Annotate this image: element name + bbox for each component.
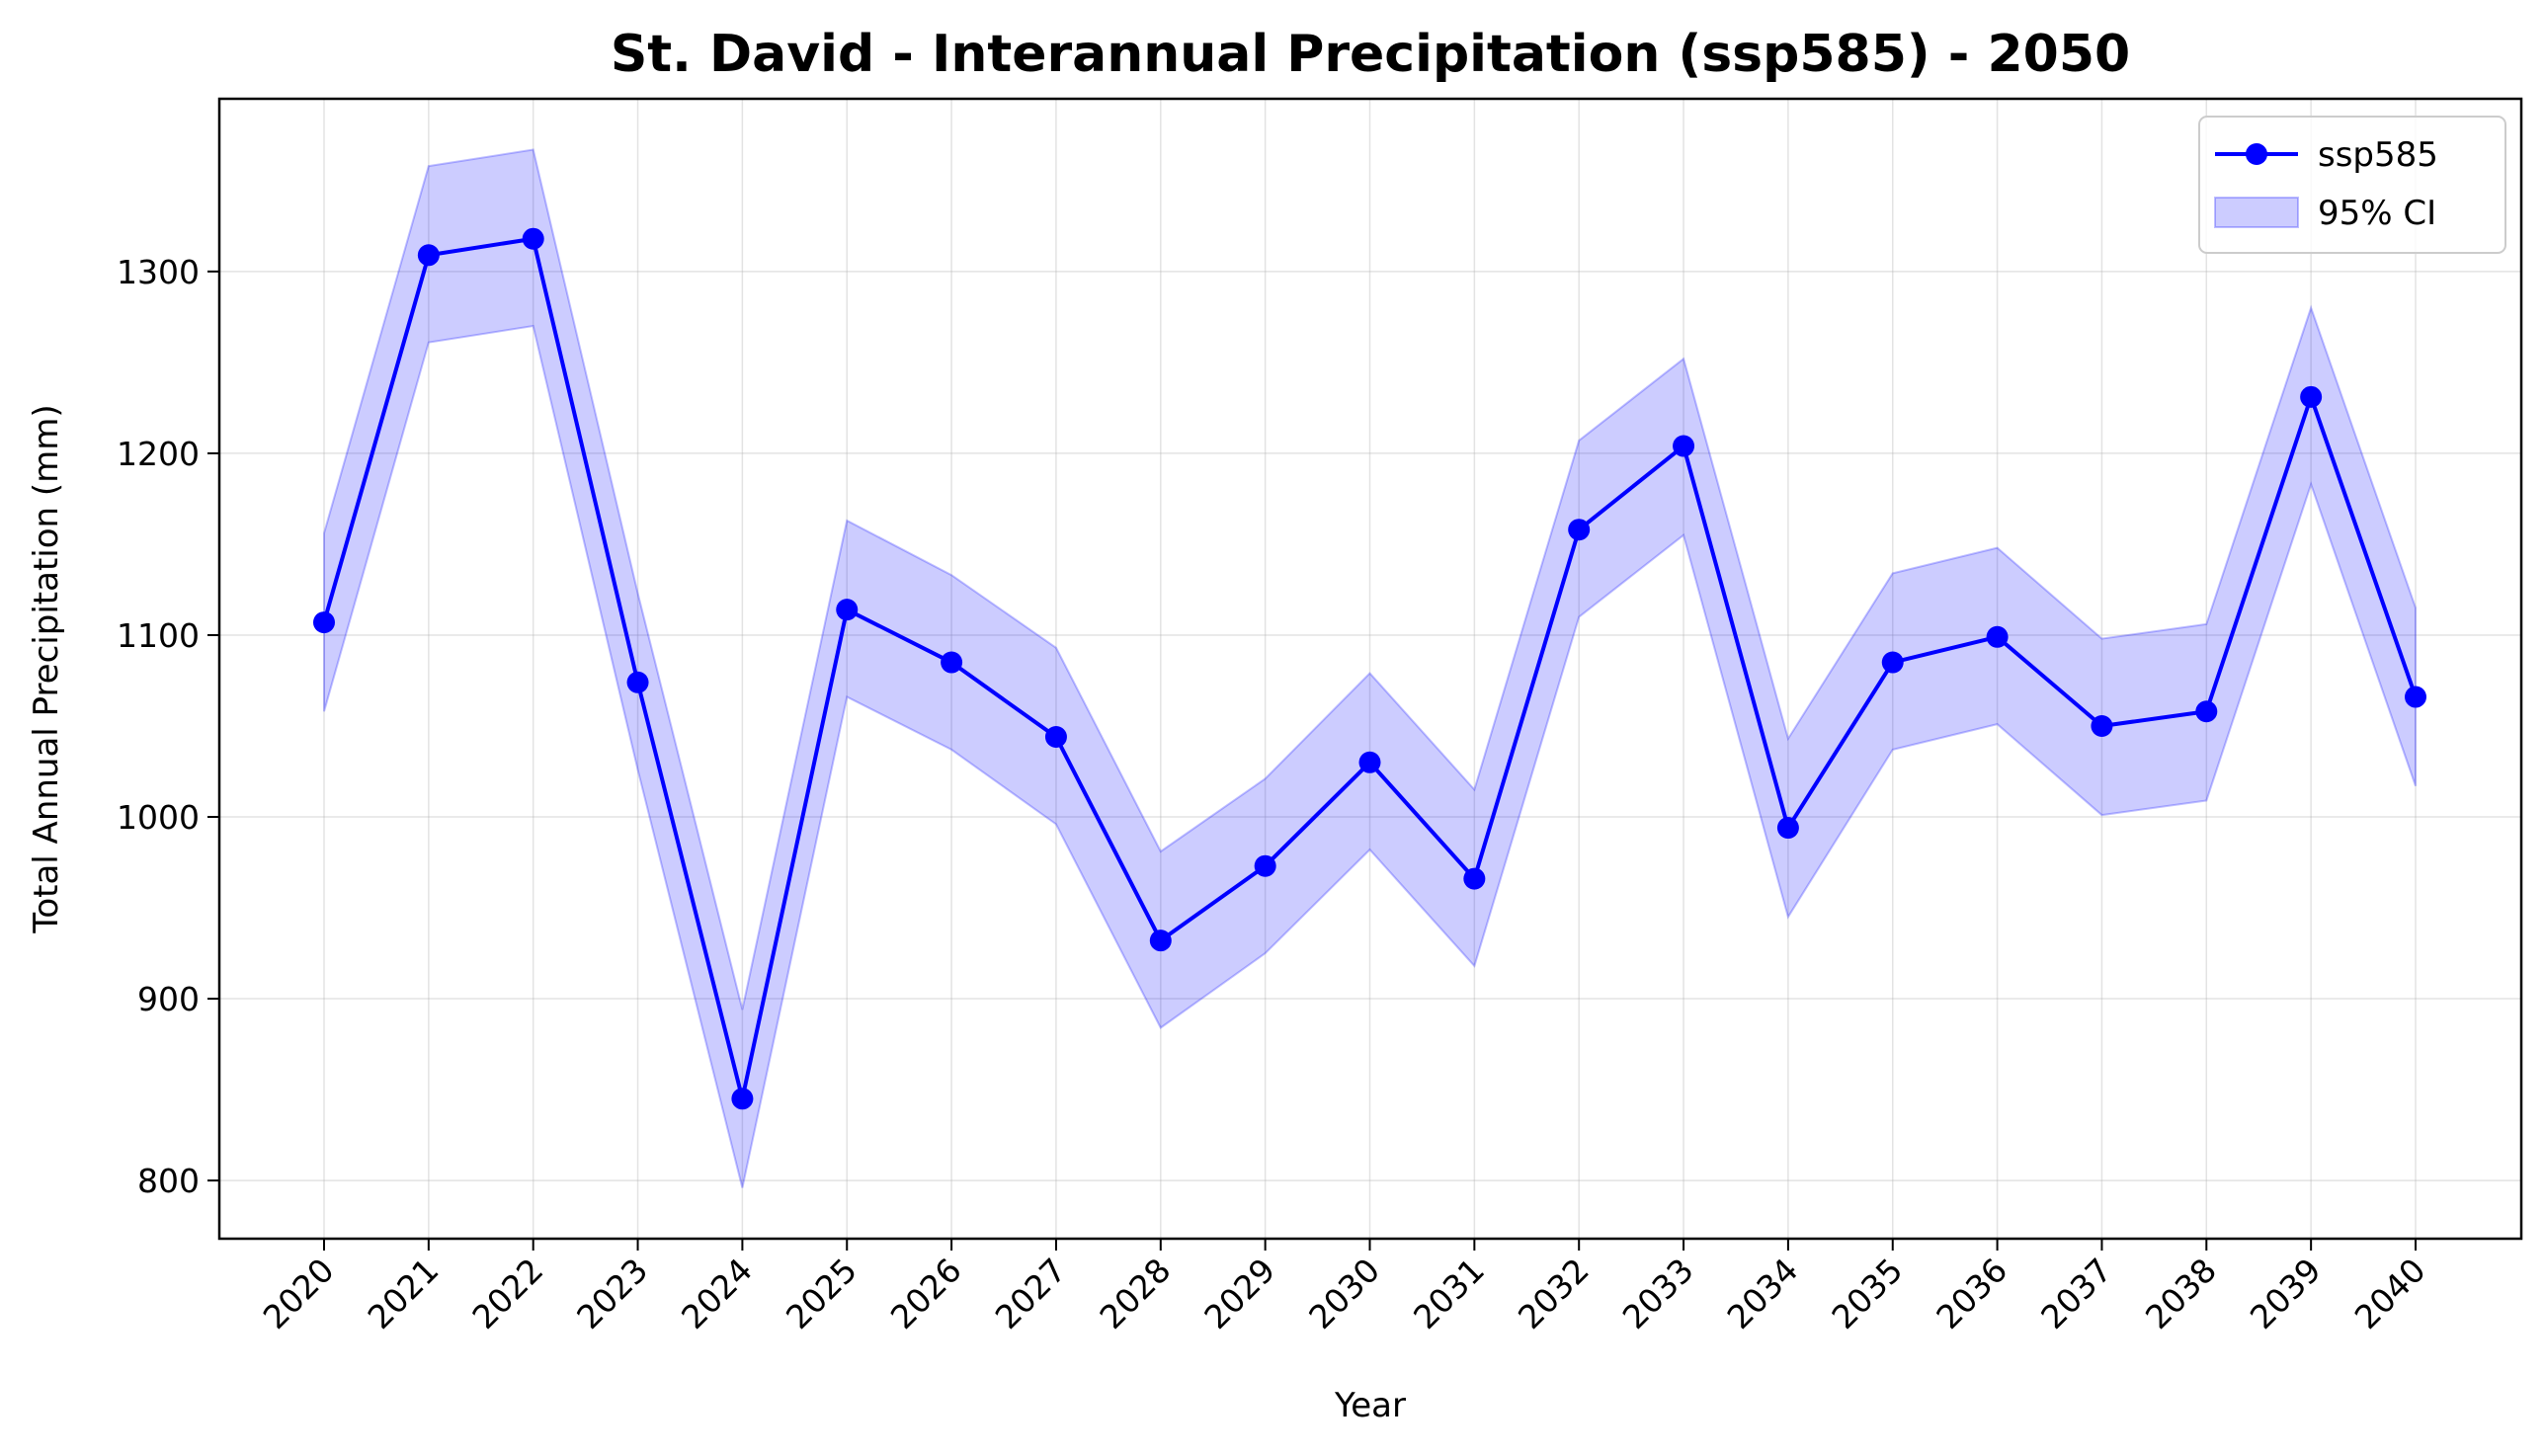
data-point <box>1044 726 1067 749</box>
data-point <box>2195 700 2218 723</box>
legend-label-ci: 95% CI <box>2318 194 2436 233</box>
x-tick-label: 2028 <box>1092 1251 1178 1336</box>
y-axis-ticks: 800 900 1000 1100 1200 1300 <box>117 253 219 1200</box>
data-point <box>1149 930 1172 952</box>
y-tick-label: 1200 <box>117 435 200 473</box>
data-point <box>313 611 335 634</box>
data-point <box>1776 817 1799 840</box>
x-tick-label: 2023 <box>569 1251 655 1336</box>
y-axis-label: Total Annual Precipitation (mm) <box>27 404 66 933</box>
data-point <box>2405 686 2426 708</box>
data-point <box>626 671 649 693</box>
data-point <box>731 1088 754 1110</box>
data-point <box>1673 435 1695 457</box>
x-tick-label: 2033 <box>1615 1251 1701 1336</box>
y-tick-label: 1100 <box>117 616 200 655</box>
x-tick-label: 2035 <box>1824 1251 1910 1336</box>
chart-title: St. David - Interannual Precipitation (s… <box>611 25 2130 84</box>
grid-layer <box>219 99 2521 1239</box>
x-tick-label: 2025 <box>779 1251 864 1336</box>
data-point <box>417 244 440 267</box>
x-tick-label: 2036 <box>1929 1251 2014 1336</box>
x-tick-label: 2027 <box>988 1251 1074 1336</box>
data-point <box>1254 854 1276 877</box>
x-tick-label: 2024 <box>674 1251 760 1336</box>
data-point <box>836 599 859 621</box>
x-tick-label: 2038 <box>2138 1251 2224 1336</box>
data-point-layer <box>313 227 2426 1110</box>
data-point <box>941 651 963 674</box>
y-tick-label: 900 <box>137 980 200 1018</box>
legend-marker-swatch <box>2246 143 2267 165</box>
confidence-band <box>323 148 2417 1188</box>
x-tick-label: 2022 <box>464 1251 550 1336</box>
x-tick-label: 2021 <box>361 1251 447 1336</box>
x-tick-label: 2029 <box>1196 1251 1282 1336</box>
data-point <box>1986 625 2009 648</box>
x-tick-label: 2037 <box>2033 1251 2119 1336</box>
data-point <box>1881 651 1904 674</box>
x-axis-label: Year <box>1334 1386 1406 1425</box>
x-tick-label: 2031 <box>1406 1251 1492 1336</box>
legend: ssp585 95% CI <box>2198 116 2506 254</box>
legend-box <box>2198 116 2506 254</box>
x-tick-label: 2034 <box>1720 1251 1806 1336</box>
y-tick-label: 1300 <box>117 253 200 291</box>
data-point <box>522 227 544 250</box>
x-tick-label: 2030 <box>1301 1251 1387 1336</box>
data-point <box>1568 519 1591 541</box>
x-tick-label: 2039 <box>2243 1251 2329 1336</box>
data-point <box>1463 867 1486 890</box>
y-tick-label: 1000 <box>117 798 200 837</box>
x-tick-label: 2040 <box>2347 1251 2433 1336</box>
x-tick-label: 2032 <box>1511 1251 1597 1336</box>
data-point <box>1358 751 1381 773</box>
y-tick-label: 800 <box>137 1162 200 1200</box>
x-axis-ticks: 2020 2021 2022 2023 2024 2025 2026 2027 2028 2029… <box>256 1239 2433 1336</box>
legend-label-series: ssp585 <box>2318 135 2438 175</box>
data-point <box>2300 385 2323 408</box>
x-tick-label: 2026 <box>883 1251 969 1336</box>
confidence-band-layer <box>323 148 2417 1188</box>
x-tick-label: 2020 <box>256 1251 342 1336</box>
data-point <box>2091 714 2113 737</box>
legend-band-swatch <box>2214 197 2299 228</box>
